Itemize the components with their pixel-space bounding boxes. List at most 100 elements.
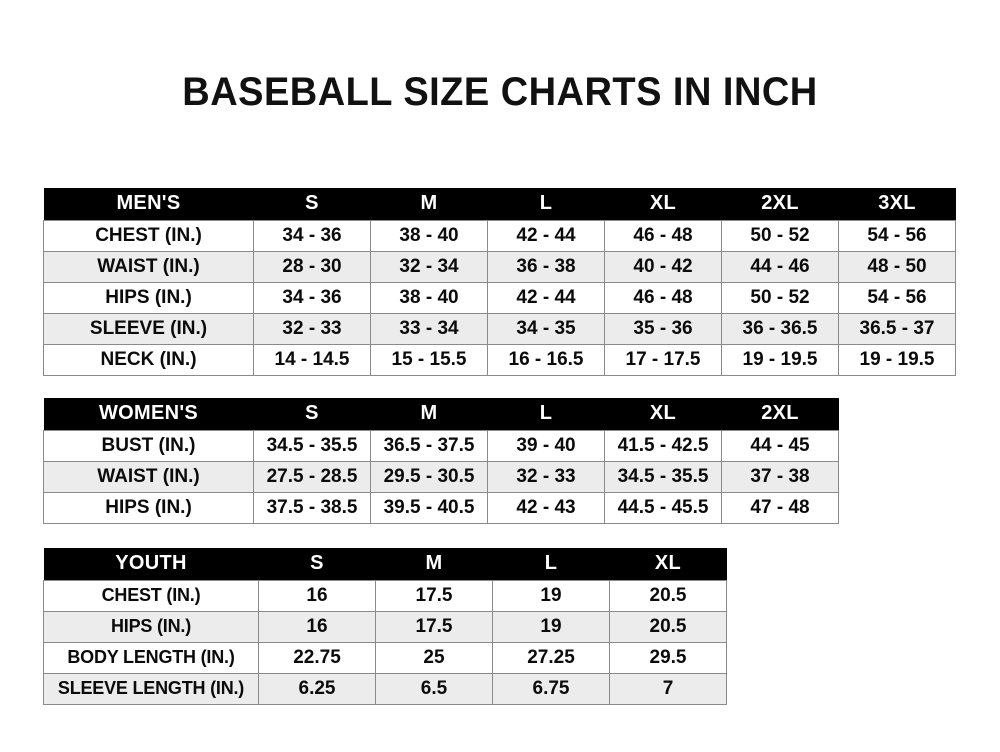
row-label: HIPS (IN.) [43, 610, 259, 643]
table-row: SLEEVE (IN.) 32 - 33 33 - 34 34 - 35 35 - 36… [43, 312, 956, 345]
mens-size-table: MEN'S S M L XL 2XL 3XL CHEST (IN.) 34 - 36 38 - 4… [43, 188, 956, 376]
measurement-cell: 36.5 - 37.5 [370, 429, 488, 462]
column-header-2xl: 2XL [721, 188, 839, 220]
measurement-cell: 17.5 [375, 579, 493, 612]
measurement-cell: 20.5 [609, 610, 727, 643]
measurement-cell: 27.5 - 28.5 [253, 460, 371, 493]
row-label: CHEST (IN.) [43, 219, 254, 252]
column-header-s: S [253, 188, 371, 220]
table-row: BUST (IN.) 34.5 - 35.5 36.5 - 37.5 39 - 40 4… [43, 429, 839, 462]
column-header-m: M [370, 188, 488, 220]
measurement-cell: 36 - 38 [487, 250, 605, 283]
measurement-cell: 36 - 36.5 [721, 312, 839, 345]
table-row: HIPS (IN.) 34 - 36 38 - 40 42 - 44 46 - 48 50… [43, 281, 956, 314]
row-label: HIPS (IN.) [43, 491, 254, 524]
row-label: HIPS (IN.) [43, 281, 254, 314]
table-header-row: WOMEN'S S M L XL 2XL [43, 398, 839, 430]
row-label: SLEEVE LENGTH (IN.) [43, 672, 259, 705]
measurement-cell: 6.25 [258, 672, 376, 705]
table-row: CHEST (IN.) 34 - 36 38 - 40 42 - 44 46 - 48 5… [43, 219, 956, 252]
measurement-cell: 16 [258, 579, 376, 612]
row-label: BODY LENGTH (IN.) [43, 641, 259, 674]
womens-size-table: WOMEN'S S M L XL 2XL BUST (IN.) 34.5 - 35.5 36.5… [43, 398, 839, 524]
measurement-cell: 19 [492, 579, 610, 612]
measurement-cell: 6.5 [375, 672, 493, 705]
column-header-l: L [487, 398, 605, 430]
column-header-2xl: 2XL [721, 398, 839, 430]
measurement-cell: 17 - 17.5 [604, 343, 722, 376]
measurement-cell: 35 - 36 [604, 312, 722, 345]
measurement-cell: 16 - 16.5 [487, 343, 605, 376]
table-row: WAIST (IN.) 27.5 - 28.5 29.5 - 30.5 32 - 33… [43, 460, 839, 493]
measurement-cell: 39 - 40 [487, 429, 605, 462]
measurement-cell: 54 - 56 [838, 219, 956, 252]
measurement-cell: 15 - 15.5 [370, 343, 488, 376]
measurement-cell: 19 - 19.5 [721, 343, 839, 376]
column-header-s: S [253, 398, 371, 430]
measurement-cell: 42 - 43 [487, 491, 605, 524]
table-row: BODY LENGTH (IN.) 22.75 25 27.25 29.5 [43, 641, 727, 674]
measurement-cell: 19 [492, 610, 610, 643]
column-header-l: L [487, 188, 605, 220]
measurement-cell: 38 - 40 [370, 219, 488, 252]
table-category-header: YOUTH [43, 548, 259, 580]
page-title: BASEBALL SIZE CHARTS IN INCH [182, 70, 818, 114]
measurement-cell: 7 [609, 672, 727, 705]
column-header-m: M [375, 548, 493, 580]
measurement-cell: 40 - 42 [604, 250, 722, 283]
measurement-cell: 48 - 50 [838, 250, 956, 283]
table-header-row: YOUTH S M L XL [43, 548, 727, 580]
measurement-cell: 20.5 [609, 579, 727, 612]
measurement-cell: 39.5 - 40.5 [370, 491, 488, 524]
measurement-cell: 19 - 19.5 [838, 343, 956, 376]
table-category-header: WOMEN'S [43, 398, 254, 430]
column-header-xl: XL [604, 398, 722, 430]
column-header-m: M [370, 398, 488, 430]
measurement-cell: 29.5 [609, 641, 727, 674]
column-header-l: L [492, 548, 610, 580]
measurement-cell: 46 - 48 [604, 281, 722, 314]
column-header-s: S [258, 548, 376, 580]
table-category-header: MEN'S [43, 188, 254, 220]
row-label: WAIST (IN.) [43, 250, 254, 283]
measurement-cell: 42 - 44 [487, 281, 605, 314]
row-label: NECK (IN.) [43, 343, 254, 376]
row-label: BUST (IN.) [43, 429, 254, 462]
table-row: WAIST (IN.) 28 - 30 32 - 34 36 - 38 40 - 42 4… [43, 250, 956, 283]
measurement-cell: 34.5 - 35.5 [604, 460, 722, 493]
measurement-cell: 44 - 46 [721, 250, 839, 283]
column-header-xl: XL [604, 188, 722, 220]
table-row: CHEST (IN.) 16 17.5 19 20.5 [43, 579, 727, 612]
measurement-cell: 29.5 - 30.5 [370, 460, 488, 493]
measurement-cell: 34 - 36 [253, 219, 371, 252]
measurement-cell: 34 - 36 [253, 281, 371, 314]
table-row: HIPS (IN.) 37.5 - 38.5 39.5 - 40.5 42 - 43 4… [43, 491, 839, 524]
row-label: CHEST (IN.) [43, 579, 259, 612]
measurement-cell: 32 - 34 [370, 250, 488, 283]
measurement-cell: 54 - 56 [838, 281, 956, 314]
measurement-cell: 50 - 52 [721, 219, 839, 252]
row-label: WAIST (IN.) [43, 460, 254, 493]
measurement-cell: 36.5 - 37 [838, 312, 956, 345]
measurement-cell: 28 - 30 [253, 250, 371, 283]
measurement-cell: 22.75 [258, 641, 376, 674]
table-row: SLEEVE LENGTH (IN.) 6.25 6.5 6.75 7 [43, 672, 727, 705]
table-header-row: MEN'S S M L XL 2XL 3XL [43, 188, 956, 220]
column-header-xl: XL [609, 548, 727, 580]
measurement-cell: 50 - 52 [721, 281, 839, 314]
measurement-cell: 25 [375, 641, 493, 674]
measurement-cell: 32 - 33 [487, 460, 605, 493]
measurement-cell: 44.5 - 45.5 [604, 491, 722, 524]
table-row: HIPS (IN.) 16 17.5 19 20.5 [43, 610, 727, 643]
measurement-cell: 42 - 44 [487, 219, 605, 252]
row-label: SLEEVE (IN.) [43, 312, 254, 345]
youth-size-table: YOUTH S M L XL CHEST (IN.) 16 17.5 19 20.5 HIPS (I… [43, 548, 727, 705]
measurement-cell: 37.5 - 38.5 [253, 491, 371, 524]
measurement-cell: 17.5 [375, 610, 493, 643]
measurement-cell: 34.5 - 35.5 [253, 429, 371, 462]
measurement-cell: 16 [258, 610, 376, 643]
table-row: NECK (IN.) 14 - 14.5 15 - 15.5 16 - 16.5 17 … [43, 343, 956, 376]
measurement-cell: 34 - 35 [487, 312, 605, 345]
column-header-3xl: 3XL [838, 188, 956, 220]
